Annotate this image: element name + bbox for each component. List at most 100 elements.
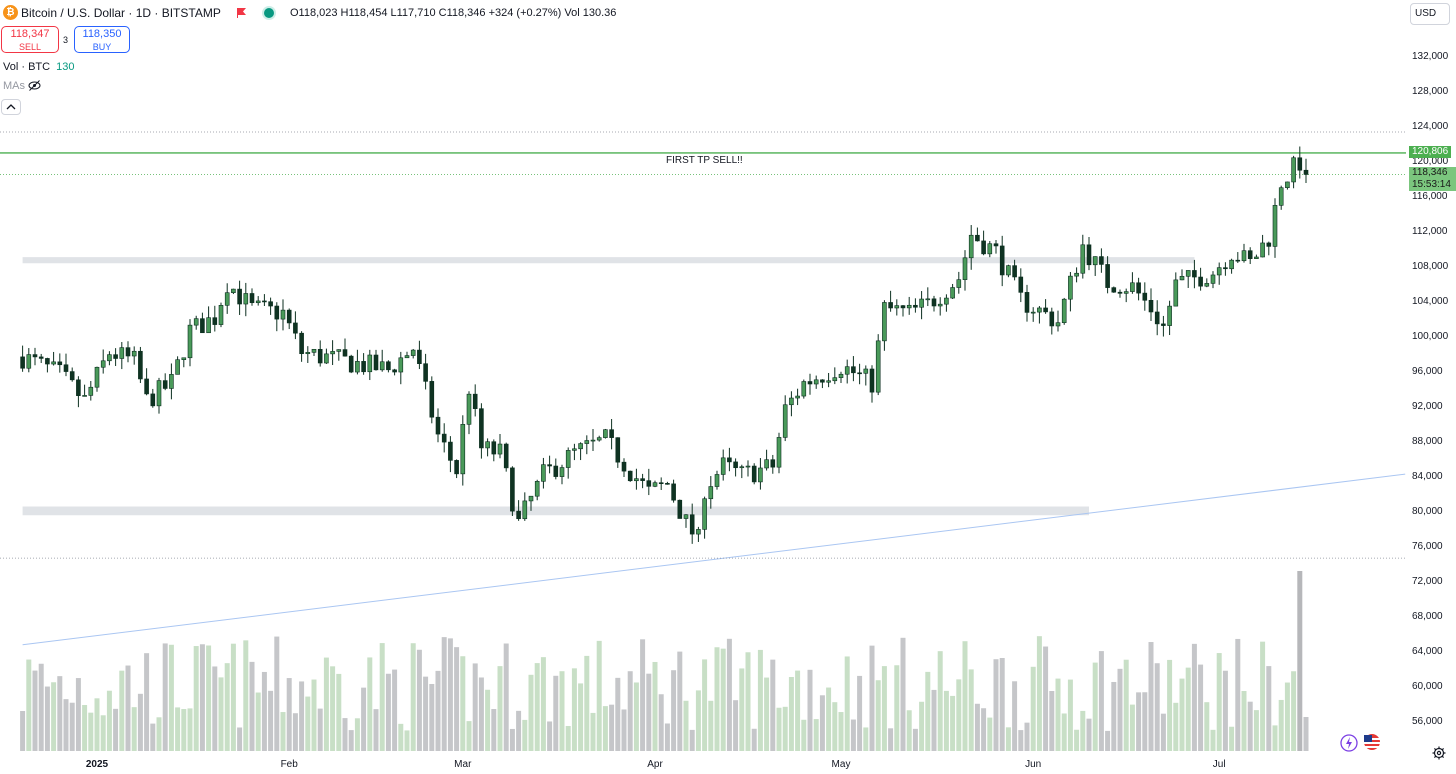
candle	[299, 331, 304, 362]
volume-bar	[584, 655, 590, 751]
volume-bar	[838, 712, 844, 751]
candle-body	[944, 297, 949, 305]
collapse-legend-button[interactable]	[1, 99, 21, 115]
candle	[1161, 315, 1166, 337]
candle-body	[770, 459, 776, 468]
mas-indicator-label[interactable]: MAs	[3, 80, 25, 92]
candle-body	[497, 443, 503, 455]
candle-body	[553, 465, 559, 477]
candle	[1086, 237, 1092, 271]
sell-button[interactable]: 118,347 SELL	[1, 26, 59, 53]
volume-bar	[813, 719, 819, 751]
volume-bar	[94, 698, 100, 751]
gear-icon[interactable]	[1432, 746, 1446, 760]
candle-body	[720, 457, 726, 475]
buy-price: 118,350	[82, 28, 122, 40]
candle-body	[26, 354, 32, 369]
candle-body	[206, 317, 211, 334]
candle-body	[522, 500, 528, 520]
candle-body	[367, 354, 373, 373]
candle	[274, 302, 280, 332]
candle-body	[1037, 307, 1042, 313]
volume-bar	[1291, 671, 1297, 751]
volume-bar	[925, 671, 931, 751]
candle-body	[739, 466, 745, 469]
candle-body	[733, 461, 738, 469]
volume-bar	[317, 708, 323, 751]
candle	[596, 435, 602, 442]
eye-slash-icon[interactable]	[28, 79, 41, 92]
volume-bar	[354, 718, 360, 751]
currency-selector[interactable]: USD	[1410, 3, 1450, 25]
volume-bar	[764, 677, 770, 751]
candle	[708, 476, 714, 509]
candle	[646, 468, 652, 496]
volume-bar	[559, 671, 565, 751]
candle-body	[745, 465, 751, 468]
volume-bar	[962, 641, 968, 751]
candle-body	[1092, 256, 1098, 266]
candle-body	[355, 361, 360, 373]
candle	[435, 408, 441, 443]
candle	[857, 363, 862, 385]
candle	[782, 395, 788, 442]
candle-body	[826, 380, 831, 383]
volume-bar	[1129, 704, 1135, 751]
candle-body	[1291, 157, 1296, 183]
candle-body	[584, 440, 590, 444]
trendline	[22, 473, 1406, 646]
candle	[863, 365, 869, 386]
volume-bar	[689, 729, 695, 751]
candle-body	[1204, 283, 1210, 287]
flag-icon[interactable]	[236, 7, 247, 18]
volume-bar	[881, 666, 887, 751]
candle	[702, 496, 707, 539]
candle	[813, 375, 819, 389]
candle	[448, 436, 453, 473]
candle	[1241, 243, 1247, 263]
candle-body	[280, 309, 286, 320]
candle	[1272, 198, 1278, 258]
candle	[906, 296, 912, 315]
volume-bar	[385, 673, 391, 751]
tp-annotation-text[interactable]: FIRST TP SELL!!	[666, 155, 743, 166]
flash-badge-icon[interactable]	[1340, 734, 1386, 752]
candle-body	[441, 433, 447, 443]
volume-bar	[1074, 729, 1080, 751]
candle-body	[1086, 244, 1092, 266]
x-axis-tick-label: 2025	[86, 759, 109, 770]
candle	[1185, 270, 1191, 288]
volume-bar	[1117, 668, 1123, 751]
candle	[156, 377, 162, 414]
candle-body	[373, 354, 379, 371]
volume-bar	[131, 707, 137, 751]
y-axis-tick-label: 112,000	[1412, 226, 1448, 237]
candle-body	[609, 429, 614, 438]
y-axis-tick-label: 68,000	[1412, 611, 1443, 622]
volume-bar	[367, 657, 373, 751]
volume-bar	[615, 677, 621, 751]
buy-button[interactable]: 118,350 BUY	[74, 26, 130, 53]
candle-body	[534, 481, 540, 497]
volume-bar	[1154, 663, 1160, 751]
volume-bar	[981, 708, 987, 751]
candle-body	[1049, 311, 1055, 327]
candle	[714, 470, 720, 490]
symbol-title[interactable]: Bitcoin / U.S. Dollar · 1D · BITSTAMP	[21, 6, 221, 20]
volume-bar	[850, 719, 856, 751]
volume-bar	[1210, 729, 1216, 751]
candle-body	[1130, 282, 1135, 292]
candle-body	[937, 303, 943, 307]
volume-bar	[100, 715, 106, 751]
candle-body	[1105, 264, 1110, 288]
volume-bar	[150, 723, 156, 751]
candle	[851, 356, 856, 382]
candle-body	[925, 298, 931, 301]
candle	[665, 481, 670, 485]
candle	[367, 349, 373, 381]
candle	[317, 340, 323, 367]
volume-indicator-legend[interactable]: Vol · BTC 130	[3, 61, 74, 73]
candle	[305, 346, 311, 363]
volume-bar	[1198, 664, 1204, 751]
